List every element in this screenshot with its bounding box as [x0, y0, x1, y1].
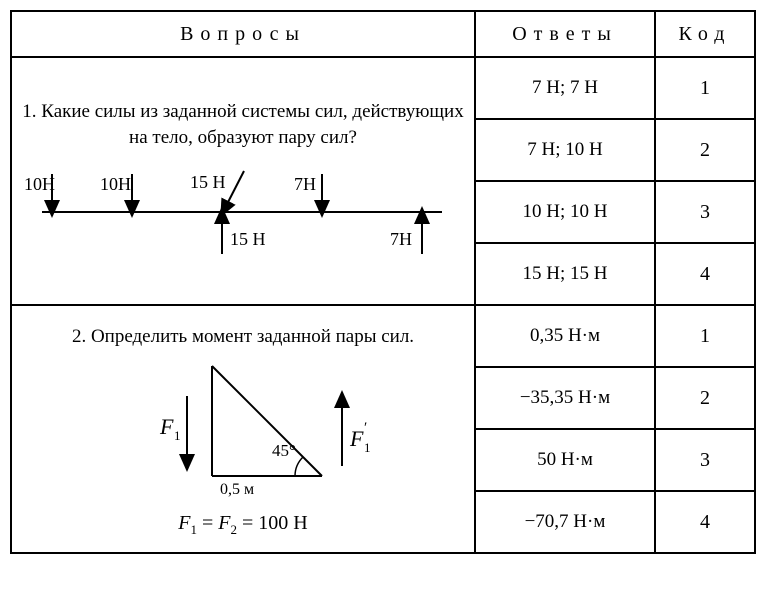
- answer-cell: 7 Н; 7 Н: [475, 57, 655, 119]
- question2-cell: 2. Определить момент заданной пары сил. …: [11, 305, 475, 553]
- question2-formula: F1 = F2 = 100 Н: [22, 510, 464, 539]
- question1-text: 1. Какие силы из заданной системы сил, д…: [22, 99, 464, 150]
- code-cell: 2: [655, 119, 755, 181]
- svg-text:7Н: 7Н: [390, 229, 412, 249]
- question1-cell: 1. Какие силы из заданной системы сил, д…: [11, 57, 475, 305]
- table-row: 2. Определить момент заданной пары сил. …: [11, 305, 755, 367]
- svg-text:F: F: [349, 426, 364, 451]
- answer-cell: 50 Н·м: [475, 429, 655, 491]
- svg-text:1: 1: [174, 428, 181, 443]
- code-cell: 1: [655, 305, 755, 367]
- answer-cell: −70,7 Н·м: [475, 491, 655, 553]
- code-cell: 3: [655, 429, 755, 491]
- question2-text: 2. Определить момент заданной пары сил.: [22, 324, 464, 350]
- header-row: Вопросы Ответы Код: [11, 11, 755, 57]
- header-answers: Ответы: [475, 11, 655, 57]
- answer-cell: 10 Н; 10 Н: [475, 181, 655, 243]
- question1-diagram: 10Н 10Н 15 Н 7Н 15 Н 7Н: [22, 157, 464, 267]
- answer-cell: 7 Н; 10 Н: [475, 119, 655, 181]
- svg-text:1: 1: [364, 440, 371, 455]
- svg-text:15 Н: 15 Н: [190, 172, 226, 192]
- svg-text:10Н: 10Н: [24, 174, 55, 194]
- table-row: 1. Какие силы из заданной системы сил, д…: [11, 57, 755, 119]
- code-cell: 3: [655, 181, 755, 243]
- svg-text:7Н: 7Н: [294, 174, 316, 194]
- answer-cell: −35,35 Н·м: [475, 367, 655, 429]
- answer-cell: 0,35 Н·м: [475, 305, 655, 367]
- svg-text:0,5 м: 0,5 м: [220, 481, 254, 498]
- answer-cell: 15 Н; 15 Н: [475, 243, 655, 305]
- svg-text:′: ′: [364, 420, 367, 436]
- svg-text:10Н: 10Н: [100, 174, 131, 194]
- svg-text:F: F: [159, 414, 174, 439]
- question2-diagram: 45° 0,5 м F 1 F 1 ′: [22, 356, 464, 506]
- svg-text:15 Н: 15 Н: [230, 229, 266, 249]
- code-cell: 1: [655, 57, 755, 119]
- code-cell: 2: [655, 367, 755, 429]
- questions-table: Вопросы Ответы Код 1. Какие силы из зада…: [10, 10, 756, 554]
- code-cell: 4: [655, 243, 755, 305]
- code-cell: 4: [655, 491, 755, 553]
- svg-text:45°: 45°: [272, 441, 296, 460]
- header-questions: Вопросы: [11, 11, 475, 57]
- header-code: Код: [655, 11, 755, 57]
